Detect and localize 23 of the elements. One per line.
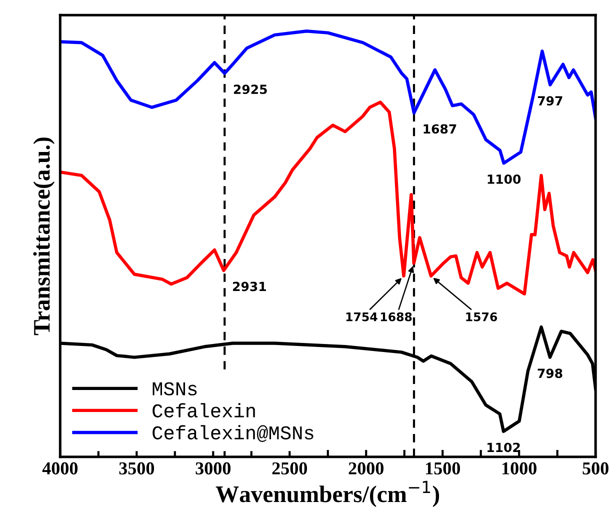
annotation: 797 bbox=[538, 96, 562, 106]
x-tick-label: 1500 bbox=[426, 462, 460, 474]
x-tick-label: 3000 bbox=[196, 462, 231, 474]
x-tick-label: 3500 bbox=[119, 462, 154, 474]
legend-label: Cefalexin bbox=[152, 403, 255, 418]
annotation: 1100 bbox=[488, 174, 521, 184]
annotation: 1688 bbox=[380, 312, 412, 322]
y-axis-title: Transmittance(a.u.) bbox=[33, 138, 55, 336]
legend-label: Cefalexin@MSNs bbox=[152, 425, 314, 442]
annotation: 1754 bbox=[346, 312, 378, 322]
x-tick-label: 2500 bbox=[272, 462, 307, 474]
annotation: 1687 bbox=[424, 124, 456, 134]
x-tick-label: 4000 bbox=[42, 462, 78, 474]
annotation: 1102 bbox=[488, 442, 520, 452]
x-tick-label: 500 bbox=[582, 462, 608, 474]
annotation: 798 bbox=[538, 368, 562, 378]
legend-label: MSNs bbox=[152, 382, 197, 396]
annotation: 2931 bbox=[233, 282, 266, 292]
x-axis-title: Wavenumbers/(cm$^{−1}$) bbox=[216, 480, 440, 508]
x-tick-label: 2000 bbox=[348, 462, 384, 474]
annotation: 1576 bbox=[466, 312, 498, 322]
x-tick-label: 1000 bbox=[502, 462, 536, 474]
annotation: 2925 bbox=[234, 84, 267, 94]
